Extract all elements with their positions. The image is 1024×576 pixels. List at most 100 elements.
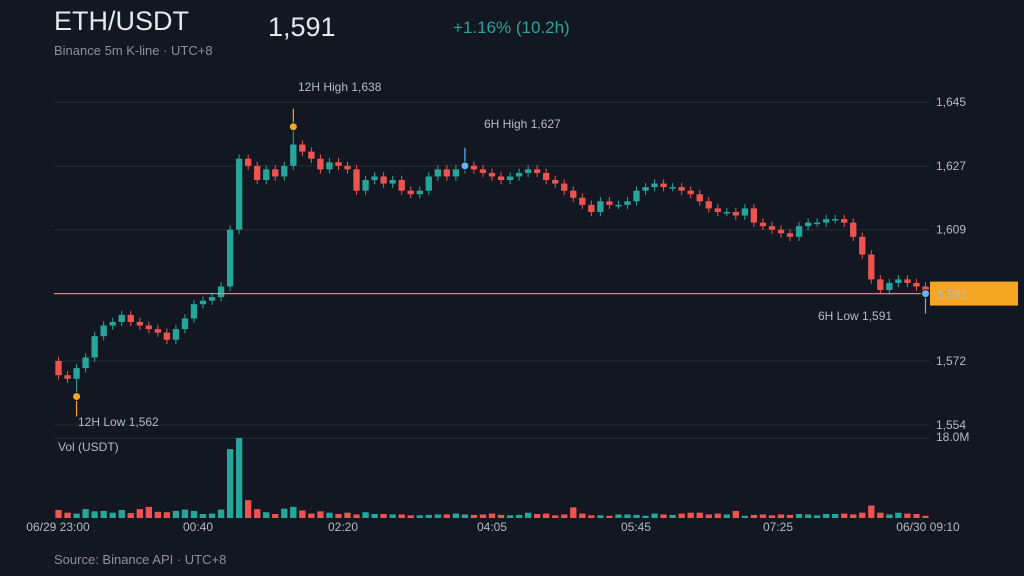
candle-body <box>913 282 920 287</box>
candle-body <box>859 236 866 255</box>
price-tick-label: 1,554 <box>936 418 966 432</box>
candle-body <box>868 254 875 280</box>
volume-bar <box>886 514 893 518</box>
candle-body <box>497 176 505 181</box>
candle-body <box>389 180 396 184</box>
volume-bar <box>497 514 505 518</box>
candle-body <box>82 357 89 369</box>
volume-bar <box>597 515 604 518</box>
volume-bar <box>335 514 342 518</box>
candle-body <box>588 204 595 212</box>
candle-body <box>813 222 821 225</box>
volume-bar <box>877 512 884 518</box>
last-price-tag <box>930 281 1018 306</box>
candle-body <box>353 169 360 191</box>
candle-body <box>705 201 712 209</box>
volume-bar <box>389 514 396 518</box>
volume-bar <box>795 514 803 518</box>
candle-body <box>290 144 297 166</box>
source-note: Source: Binance API · UTC+8 <box>54 552 227 567</box>
volume-bar <box>868 505 875 518</box>
volume-label: Vol (USDT) <box>58 440 119 454</box>
volume-bar <box>317 511 324 518</box>
price-change: +1.16% (10.2h) <box>453 18 570 37</box>
volume-bar <box>73 513 80 518</box>
candle-body <box>163 332 171 340</box>
12h-low-label: 12H Low 1,562 <box>78 415 159 429</box>
volume-bar <box>91 511 98 518</box>
candle-body <box>660 183 667 188</box>
volume-bar <box>254 509 261 518</box>
volume-bar <box>199 514 207 518</box>
volume-bar <box>615 514 622 518</box>
candle-body <box>254 165 261 181</box>
volume-bar <box>913 514 920 518</box>
6h-low-dot <box>920 289 930 299</box>
volume-bar <box>109 512 116 518</box>
candle-body <box>552 180 559 184</box>
candle-body <box>606 201 613 205</box>
volume-bar <box>470 514 478 518</box>
candle-body <box>326 162 333 170</box>
6h-high-dot <box>460 161 470 171</box>
time-tick-label: 04:05 <box>477 520 507 534</box>
candle-body <box>515 172 523 177</box>
volume-bar <box>290 506 297 518</box>
volume-bar <box>452 513 460 518</box>
candle-body <box>633 190 640 202</box>
volume-bar <box>750 514 758 518</box>
price-tick-label: 1,572 <box>936 354 966 368</box>
candle-body <box>235 158 243 230</box>
volume-bar <box>741 515 749 518</box>
candle-body <box>308 151 315 159</box>
candle-body <box>281 165 288 177</box>
volume-bar <box>272 514 279 518</box>
volume-bar <box>804 514 812 518</box>
volume-bar <box>524 512 532 518</box>
candle-body <box>172 329 180 340</box>
volume-bar <box>326 512 333 518</box>
candle-body <box>904 279 911 283</box>
volume-bar <box>362 512 369 518</box>
candle-body <box>344 165 351 170</box>
12h-low-dot <box>72 392 82 402</box>
candle-body <box>714 208 721 212</box>
time-tick-label: 06/29 23:00 <box>26 520 90 534</box>
symbol-title: ETH/USDT <box>54 6 189 36</box>
candle-body <box>886 282 893 291</box>
volume-bar <box>841 513 848 518</box>
candle-body <box>850 222 857 237</box>
candle-body <box>506 176 514 181</box>
candle-body <box>136 321 143 326</box>
price-tick-label: 1,609 <box>936 223 966 237</box>
candle-body <box>777 229 785 234</box>
volume-bar <box>208 513 216 518</box>
volume-bar <box>344 512 351 518</box>
volume-bar <box>651 513 658 518</box>
volume-bar <box>832 514 839 518</box>
candle-body <box>877 279 884 291</box>
volume-bar <box>696 512 703 518</box>
candle-body <box>615 204 622 207</box>
volume-bar <box>217 509 225 518</box>
candle-body <box>488 172 496 177</box>
candle-body <box>407 190 414 195</box>
volume-bar <box>154 511 162 518</box>
candle-body <box>181 318 189 330</box>
candle-body <box>434 169 441 177</box>
volume-bar <box>579 513 586 518</box>
candle-body <box>804 222 812 227</box>
volume-bar <box>281 508 288 518</box>
volume-bar <box>245 500 252 518</box>
candle-body <box>91 336 98 358</box>
volume-bar <box>822 514 830 518</box>
candle-body <box>398 180 405 191</box>
candle-body <box>642 187 649 191</box>
volume-bar <box>443 514 451 518</box>
candle-body <box>245 158 252 166</box>
volume-bar <box>723 514 730 518</box>
candle-body <box>533 169 541 173</box>
candle-body <box>524 169 532 173</box>
volume-bar <box>515 514 523 518</box>
